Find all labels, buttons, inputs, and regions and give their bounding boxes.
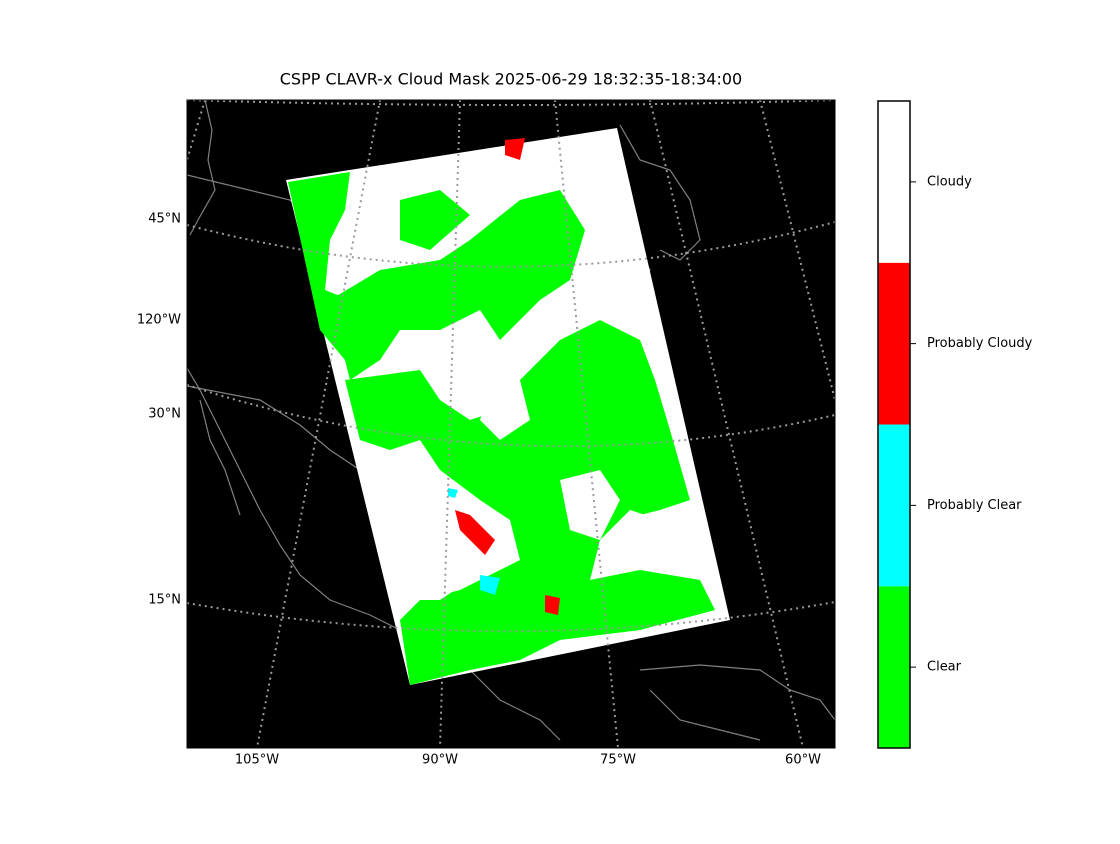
colorbar-label: Clear (927, 660, 962, 675)
coastlines (187, 100, 835, 741)
lat-label: 120°W (137, 313, 181, 328)
colorbar-segment (878, 262, 910, 425)
lat-label: 15°N (148, 593, 181, 608)
graticule (187, 100, 835, 748)
map-panel (186, 99, 836, 749)
lon-labels: 105°W 90°W 75°W 60°W (235, 753, 821, 768)
colorbar-segment (878, 101, 910, 263)
colorbar-label: Cloudy (927, 174, 972, 189)
lon-label: 75°W (600, 753, 636, 768)
lat-label: 45°N (148, 212, 181, 227)
colorbar-segment (878, 424, 910, 587)
swath (286, 128, 730, 685)
colorbar: Clear Probably Clear Probably Cloudy Cloudy (877, 100, 1033, 749)
colorbar-label: Probably Cloudy (927, 336, 1033, 351)
lon-label: 60°W (785, 753, 821, 768)
map-frame (186, 99, 836, 749)
colorbar-frame (877, 100, 911, 749)
colorbar-label: Probably Clear (927, 498, 1022, 513)
lon-label: 90°W (422, 753, 458, 768)
lat-label: 30°N (148, 407, 181, 422)
lat-labels: 45°N 120°W 30°N 15°N (137, 212, 181, 608)
lon-label: 105°W (235, 753, 279, 768)
colorbar-segment (878, 586, 910, 748)
title: CSPP CLAVR-x Cloud Mask 2025-06-29 18:32… (280, 70, 742, 89)
